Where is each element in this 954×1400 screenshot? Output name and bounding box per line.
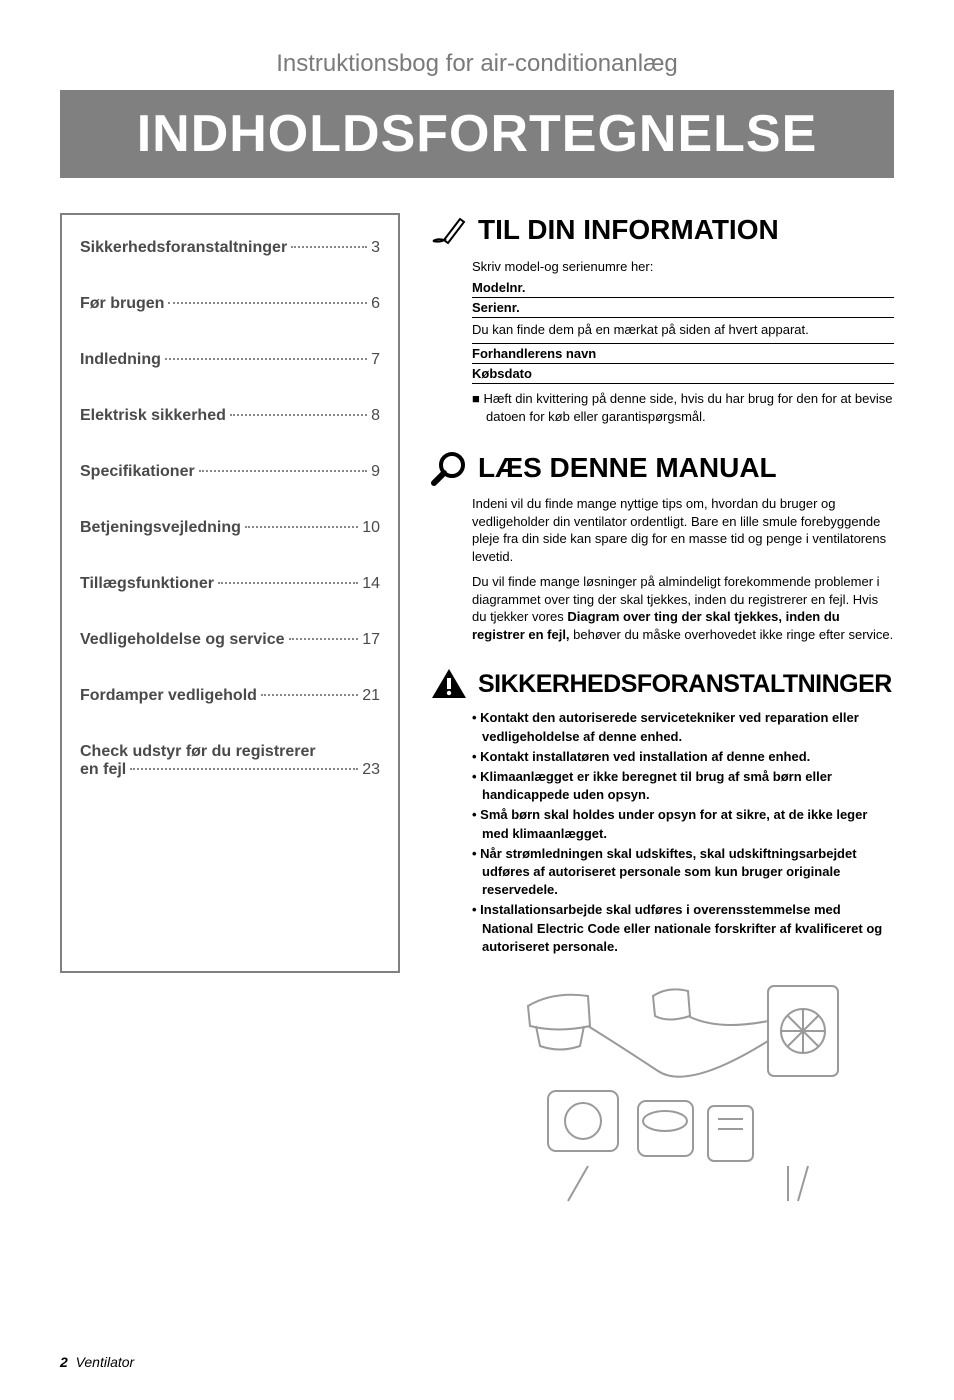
book-subtitle: Instruktionsbog for air-conditionanlæg xyxy=(60,50,894,78)
page-footer: 2 Ventilator xyxy=(60,1354,134,1370)
toc-label: Fordamper vedligehold xyxy=(80,687,257,705)
section-info: TIL DIN INFORMATION Skriv model-og serie… xyxy=(430,213,894,425)
toc-dots xyxy=(291,246,367,248)
toc-page: 21 xyxy=(362,687,380,705)
toc-row: Fordamper vedligehold 21 xyxy=(80,687,380,705)
safety-text: Klimaanlægget er ikke beregnet til brug … xyxy=(480,769,832,802)
section-title: LÆS DENNE MANUAL xyxy=(478,452,777,484)
info-bullet: ■ Hæft din kvittering på denne side, hvi… xyxy=(472,390,894,425)
warning-icon xyxy=(430,667,468,701)
toc-label: Vedligeholdelse og service xyxy=(80,631,285,649)
read-p2c: behøver du måske overhovedet ikke ringe … xyxy=(570,627,894,642)
toc-dots xyxy=(168,302,367,304)
safety-item: • Når strømledningen skal udskiftes, ska… xyxy=(472,845,894,900)
toc-label: Elektrisk sikkerhed xyxy=(80,407,226,425)
safety-item: • Klimaanlægget er ikke beregnet til bru… xyxy=(472,768,894,804)
toc-row: Specifikationer 9 xyxy=(80,463,380,481)
appliance-illustration xyxy=(472,971,894,1211)
toc-dots xyxy=(165,358,367,360)
footer-label: Ventilator xyxy=(76,1354,135,1370)
toc-page: 8 xyxy=(371,407,380,425)
toc-page: 17 xyxy=(362,631,380,649)
toc-row: Check udstyr før du registrerer en fejl … xyxy=(80,743,380,779)
info-note: Du kan finde dem på en mærkat på siden a… xyxy=(472,318,894,344)
info-date-label: Købsdato xyxy=(472,364,894,384)
toc-dots xyxy=(289,638,359,640)
toc-page: 7 xyxy=(371,351,380,369)
toc-row: Indledning 7 xyxy=(80,351,380,369)
toc-dots xyxy=(230,414,367,416)
toc-dots xyxy=(199,470,367,472)
info-dealer-label: Forhandlerens navn xyxy=(472,344,894,364)
toc-label: Tillægsfunktioner xyxy=(80,575,214,593)
toc-dots xyxy=(261,694,358,696)
section-title: SIKKERHEDSFORANSTALTNINGER xyxy=(478,670,892,699)
toc-row: Elektrisk sikkerhed 8 xyxy=(80,407,380,425)
info-model-label: Modelnr. xyxy=(472,278,894,298)
toc-page: 9 xyxy=(371,463,380,481)
toc-dots xyxy=(218,582,358,584)
page-number: 2 xyxy=(60,1354,68,1370)
safety-text: Små børn skal holdes under opsyn for at … xyxy=(480,807,867,840)
toc-page: 3 xyxy=(371,239,380,257)
info-bullet-text: Hæft din kvittering på denne side, hvis … xyxy=(483,391,892,424)
toc-page: 6 xyxy=(371,295,380,313)
toc-label: Indledning xyxy=(80,351,161,369)
toc-row: Vedligeholdelse og service 17 xyxy=(80,631,380,649)
section-title: TIL DIN INFORMATION xyxy=(478,214,779,246)
toc-label: Sikkerhedsforanstaltninger xyxy=(80,239,287,257)
toc-label: en fejl xyxy=(80,761,126,779)
toc-row: Tillægsfunktioner 14 xyxy=(80,575,380,593)
section-read: LÆS DENNE MANUAL Indeni vil du finde man… xyxy=(430,449,894,643)
safety-text: Kontakt installatøren ved installation a… xyxy=(480,749,810,764)
safety-item: • Små børn skal holdes under opsyn for a… xyxy=(472,806,894,842)
toc-page: 23 xyxy=(362,761,380,779)
write-icon xyxy=(430,213,468,247)
toc-label: Betjeningsvejledning xyxy=(80,519,241,537)
toc-label: Check udstyr før du registrerer xyxy=(80,743,380,761)
toc-page: 10 xyxy=(362,519,380,537)
info-serial-label: Serienr. xyxy=(472,298,894,318)
safety-text: Når strømledningen skal udskiftes, skal … xyxy=(480,846,856,897)
toc-dots xyxy=(245,526,358,528)
read-p1: Indeni vil du finde mange nyttige tips o… xyxy=(472,495,894,565)
toc-label: Specifikationer xyxy=(80,463,195,481)
safety-item: • Kontakt installatøren ved installation… xyxy=(472,748,894,766)
toc-row: Sikkerhedsforanstaltninger 3 xyxy=(80,239,380,257)
safety-item: • Installationsarbejde skal udføres i ov… xyxy=(472,901,894,956)
toc-box: Sikkerhedsforanstaltninger 3 Før brugen … xyxy=(60,213,400,973)
toc-label: Før brugen xyxy=(80,295,164,313)
toc-dots xyxy=(130,768,358,770)
toc-page: 14 xyxy=(362,575,380,593)
info-intro: Skriv model-og serienumre her: xyxy=(472,255,894,278)
safety-text: Installationsarbejde skal udføres i over… xyxy=(480,902,882,953)
safety-item: • Kontakt den autoriserede serviceteknik… xyxy=(472,709,894,745)
read-p2: Du vil finde mange løsninger på almindel… xyxy=(472,573,894,643)
section-safety: SIKKERHEDSFORANSTALTNINGER • Kontakt den… xyxy=(430,667,894,1210)
page-title: INDHOLDSFORTEGNELSE xyxy=(60,90,894,178)
toc-row: Betjeningsvejledning 10 xyxy=(80,519,380,537)
magnifier-icon xyxy=(430,449,468,487)
safety-text: Kontakt den autoriserede servicetekniker… xyxy=(480,710,859,743)
toc-row: Før brugen 6 xyxy=(80,295,380,313)
